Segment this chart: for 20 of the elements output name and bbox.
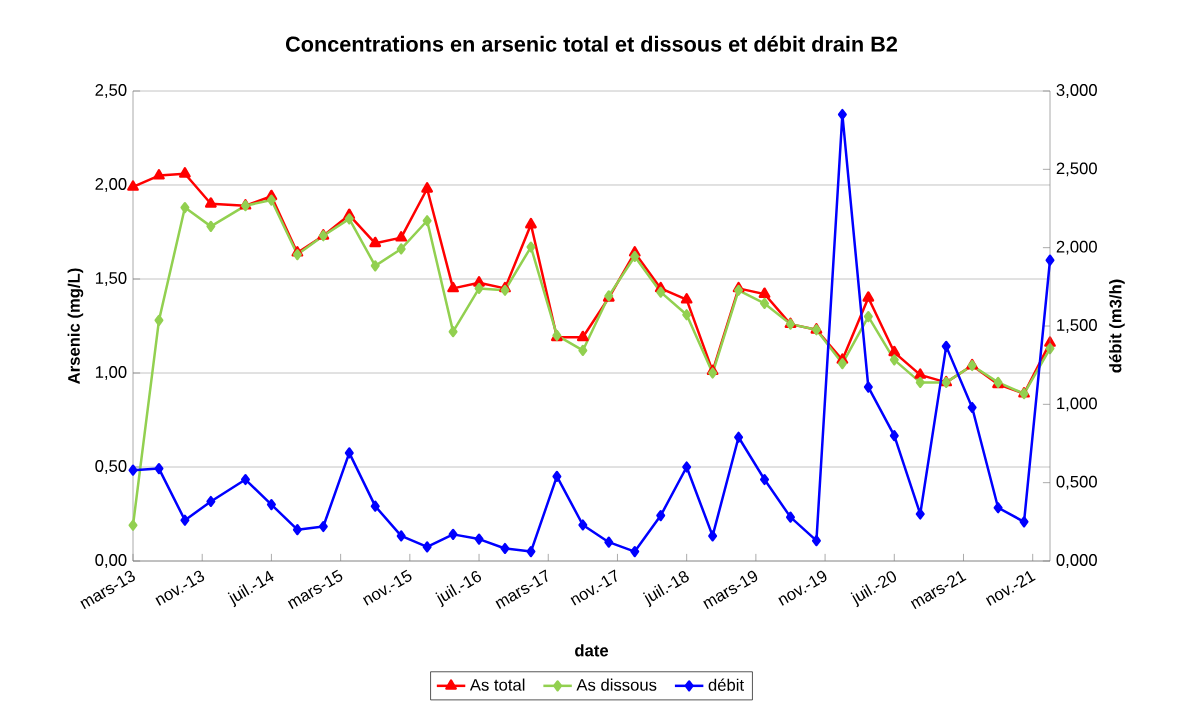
y-tick-label: 0,50: [95, 460, 127, 474]
chart-title: Concentrations en arsenic total et dissous et débit drain B2: [285, 35, 898, 52]
y2-tick-label: 3,000: [1056, 84, 1097, 98]
legend-label: As dissous: [576, 678, 657, 691]
x-axis-title: date: [575, 644, 609, 657]
y-tick-label: 2,50: [95, 84, 127, 98]
legend-label: débit: [708, 678, 744, 691]
legend-label: As total: [469, 678, 525, 691]
y2-tick-label: 1,000: [1057, 397, 1097, 412]
y2-tick-label: 0,500: [1056, 475, 1097, 490]
y-tick-label: 1,50: [95, 272, 127, 286]
y2-tick-label: 2,500: [1056, 162, 1097, 177]
y2-tick-label: 1,500: [1057, 319, 1097, 333]
y-axis-title: Arsenic (mg/L): [67, 268, 84, 384]
y-tick-label: 0,00: [95, 554, 127, 568]
y-tick-label: 1,00: [95, 366, 127, 380]
y2-tick-label: 2,000: [1056, 240, 1097, 255]
y-tick-label: 2,00: [95, 178, 127, 192]
y2-axis-title: débit (m3/h): [1109, 279, 1125, 373]
y2-tick-label: 0,000: [1056, 554, 1097, 568]
